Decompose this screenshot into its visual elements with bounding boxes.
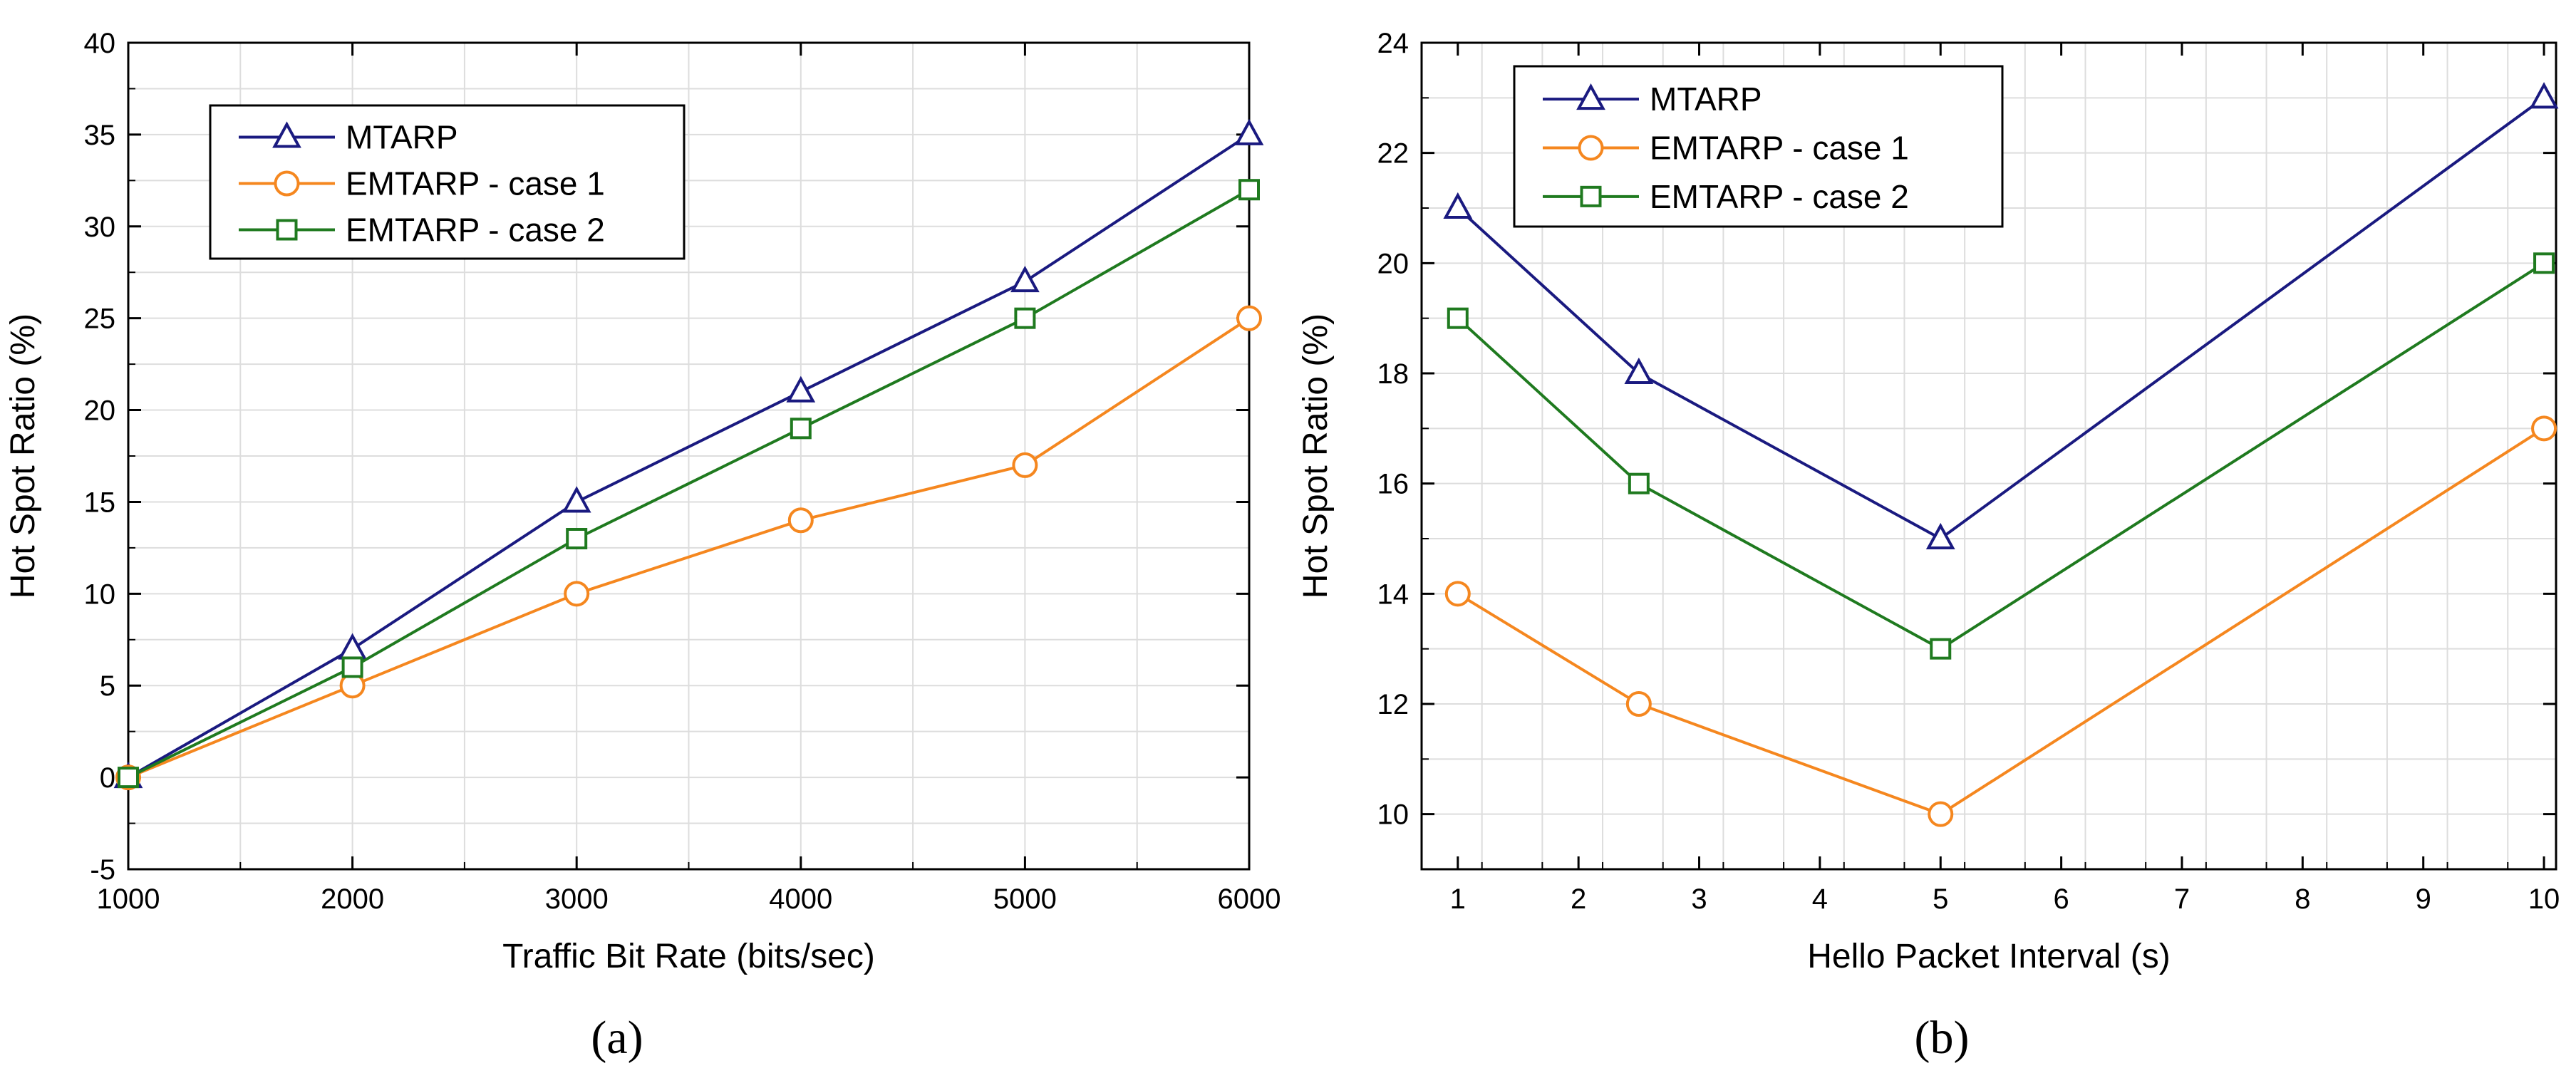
series-line-case2 (1457, 261, 2545, 651)
y-tick-label: 0 (100, 762, 115, 794)
data-point-case1 (1625, 691, 1652, 717)
data-point-case2 (1447, 307, 1469, 329)
data-point-mtarp (1443, 192, 1473, 219)
data-point-case1 (787, 507, 814, 534)
data-point-case2 (1628, 472, 1650, 494)
y-axis-label: Hot Spot Ratio (%) (1297, 313, 1335, 598)
legend-label-case1: EMTARP - case 1 (346, 165, 605, 202)
data-point-mtarp (1234, 118, 1264, 145)
grid (1422, 43, 2556, 869)
data-point-case2 (566, 528, 588, 549)
x-tick-label: 2000 (321, 883, 384, 915)
y-tick-label: 16 (1377, 469, 1409, 500)
data-point-case1 (1236, 305, 1262, 331)
data-point-case2 (1014, 307, 1036, 329)
series-case2 (1447, 252, 2555, 660)
data-point-mtarp (1010, 265, 1040, 293)
data-point-case2 (1930, 638, 1952, 660)
data-point-case1 (1444, 581, 1471, 607)
x-tick-label: 4000 (769, 883, 832, 915)
legend-label-case2: EMTARP - case 2 (346, 212, 605, 249)
x-tick-label: 7 (2174, 883, 2190, 915)
legend-marker-case2 (276, 219, 298, 241)
subfigure-caption: (a) (591, 1012, 643, 1064)
y-tick-label: 40 (84, 28, 116, 59)
y-tick-label: 25 (84, 304, 116, 335)
series-line-case2 (128, 188, 1250, 779)
x-axis-label: Traffic Bit Rate (bits/sec) (502, 938, 875, 975)
series-case2 (118, 179, 1260, 789)
y-tick-label: 24 (1377, 28, 1409, 59)
y-tick-label: 20 (1377, 248, 1409, 279)
data-point-case1 (1928, 801, 1954, 827)
x-tick-label: 4 (1812, 883, 1828, 915)
y-tick-label: 14 (1377, 579, 1409, 610)
x-tick-label: 3 (1691, 883, 1707, 915)
x-tick-label: 6 (2053, 883, 2069, 915)
y-tick-label: 12 (1377, 689, 1409, 720)
x-tick-label: 1 (1450, 883, 1466, 915)
series-mtarp (1443, 82, 2559, 549)
y-tick-label: 18 (1377, 358, 1409, 390)
legend-marker-case1 (1578, 135, 1604, 161)
legend-label-mtarp: MTARP (346, 119, 458, 156)
y-axis-label: Hot Spot Ratio (%) (4, 313, 42, 598)
subfigure-caption: (b) (1915, 1012, 1970, 1064)
grid (128, 43, 1249, 869)
legend-marker-mtarp (272, 121, 301, 148)
y-tick-label: 20 (84, 395, 116, 427)
data-point-mtarp (1624, 357, 1654, 384)
chart-a: 1000 2000 3000 4000 5000 6000 -5 0 5 10 15 20 25 30 35… (4, 28, 1281, 1064)
legend-marker-mtarp (1576, 83, 1605, 110)
data-point-case1 (564, 581, 590, 607)
plot-frame (1420, 41, 2557, 871)
data-point-mtarp (2529, 82, 2559, 109)
data-point-case1 (2531, 415, 2557, 442)
x-tick-label: 9 (2416, 883, 2431, 915)
y-tick-label: 30 (84, 212, 116, 243)
data-point-case2 (118, 767, 139, 789)
legend-label-case1: EMTARP - case 1 (1650, 130, 1909, 167)
y-tick-label: 10 (84, 579, 116, 610)
y-tick-label: -5 (90, 854, 115, 886)
series-line-case1 (1457, 427, 2545, 816)
y-tick-label: 15 (84, 487, 116, 518)
legend-marker-case1 (274, 170, 300, 197)
data-point-case1 (1012, 452, 1038, 478)
legend: MTARP EMTARP - case 1 EMTARP - case 2 (1513, 65, 2004, 228)
legend-label-mtarp: MTARP (1650, 81, 1762, 118)
x-tick-label: 2 (1571, 883, 1586, 915)
series-case1 (1444, 415, 2557, 827)
series-line-mtarp (128, 133, 1251, 779)
data-point-mtarp (562, 486, 591, 513)
legend-label-case2: EMTARP - case 2 (1650, 178, 1909, 215)
y-tick-label: 10 (1377, 799, 1409, 831)
legend-marker-case2 (1580, 185, 1602, 207)
x-tick-label: 6000 (1218, 883, 1281, 915)
x-axis-label: Hello Packet Interval (s) (1807, 938, 2171, 975)
x-tick-label: 8 (2295, 883, 2310, 915)
legend: MTARP EMTARP - case 1 EMTARP - case 2 (209, 104, 686, 260)
data-point-mtarp (786, 375, 816, 403)
x-tick-label: 3000 (545, 883, 609, 915)
data-point-case2 (1238, 179, 1260, 201)
x-tick-label: 1000 (97, 883, 160, 915)
y-tick-label: 22 (1377, 138, 1409, 170)
y-tick-label: 5 (100, 670, 115, 702)
series-line-case1 (128, 316, 1251, 779)
y-tick-label: 35 (84, 120, 116, 151)
x-tick-label: 10 (2528, 883, 2560, 915)
x-tick-label: 5 (1933, 883, 1948, 915)
data-point-mtarp (1925, 522, 1955, 549)
data-point-case2 (2533, 252, 2555, 274)
x-tick-label: 5000 (993, 883, 1057, 915)
data-point-case2 (341, 656, 363, 678)
series-line-mtarp (1457, 96, 2545, 541)
data-point-case2 (790, 418, 812, 440)
